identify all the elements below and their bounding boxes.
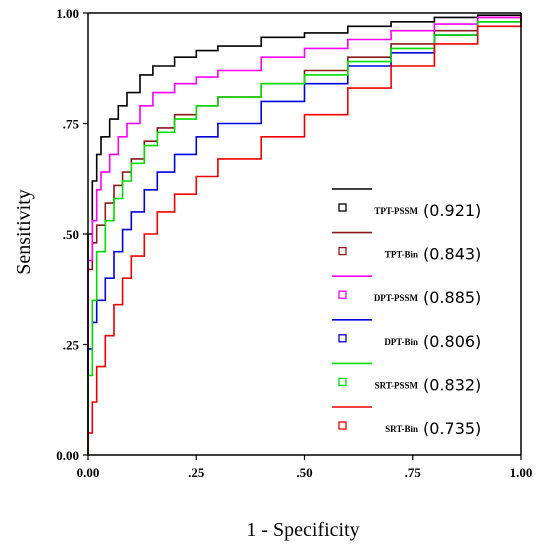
axes: 0.00 0.00 .25 .25 .50 .50 .75 .75 1.00 1.00 (56, 6, 532, 480)
legend: TPT-PSSM (0.921) TPT-Bin (0.843) DPT-PSSM (0.… (332, 188, 481, 438)
y-tick-label: 1.00 (56, 6, 79, 21)
legend-label-tpt-bin: TPT-Bin (385, 250, 418, 260)
x-tick-label: 0.00 (77, 465, 100, 480)
legend-marker-tpt-bin (338, 246, 347, 256)
roc-curve-tpt-pssm (87, 13, 522, 455)
y-tick-label: 0.00 (56, 448, 79, 463)
y-axis-label: Sensitivity (13, 189, 35, 275)
x-axis-label: 1 - Specificity (246, 519, 359, 541)
legend-auc-srt-bin: (0.735) (423, 419, 481, 438)
x-tick-label: .50 (296, 465, 312, 480)
legend-auc-dpt-pssm: (0.885) (423, 288, 481, 307)
legend-auc-dpt-bin: (0.806) (423, 332, 481, 351)
legend-label-tpt-pssm: TPT-PSSM (374, 206, 418, 216)
roc-curve-dpt-pssm (87, 13, 522, 455)
legend-marker-srt-bin (338, 421, 347, 430)
x-tick-label: 1.00 (510, 465, 533, 480)
legend-auc-srt-pssm: (0.832) (423, 375, 481, 394)
legend-label-dpt-pssm: DPT-PSSM (374, 293, 419, 303)
roc-curve-srt-bin (87, 13, 522, 455)
x-tick-label: .75 (405, 465, 422, 480)
x-tick-label: .25 (188, 465, 205, 480)
legend-auc-tpt-pssm: (0.921) (423, 201, 481, 220)
legend-label-srt-bin: SRT-Bin (385, 424, 418, 434)
legend-label-srt-pssm: SRT-PSSM (375, 380, 419, 390)
legend-marker-tpt-pssm (338, 203, 347, 212)
legend-auc-tpt-bin: (0.843) (423, 245, 481, 264)
y-tick-label: .25 (63, 338, 80, 353)
legend-marker-srt-pssm (338, 377, 347, 387)
legend-marker-dpt-bin (338, 334, 347, 343)
y-tick-label: .75 (63, 117, 80, 132)
y-tick-label: .50 (63, 227, 79, 242)
legend-marker-dpt-pssm (338, 290, 347, 299)
legend-label-dpt-bin: DPT-Bin (384, 337, 418, 347)
roc-curve-srt-pssm (87, 13, 522, 455)
plot-area (87, 13, 522, 455)
